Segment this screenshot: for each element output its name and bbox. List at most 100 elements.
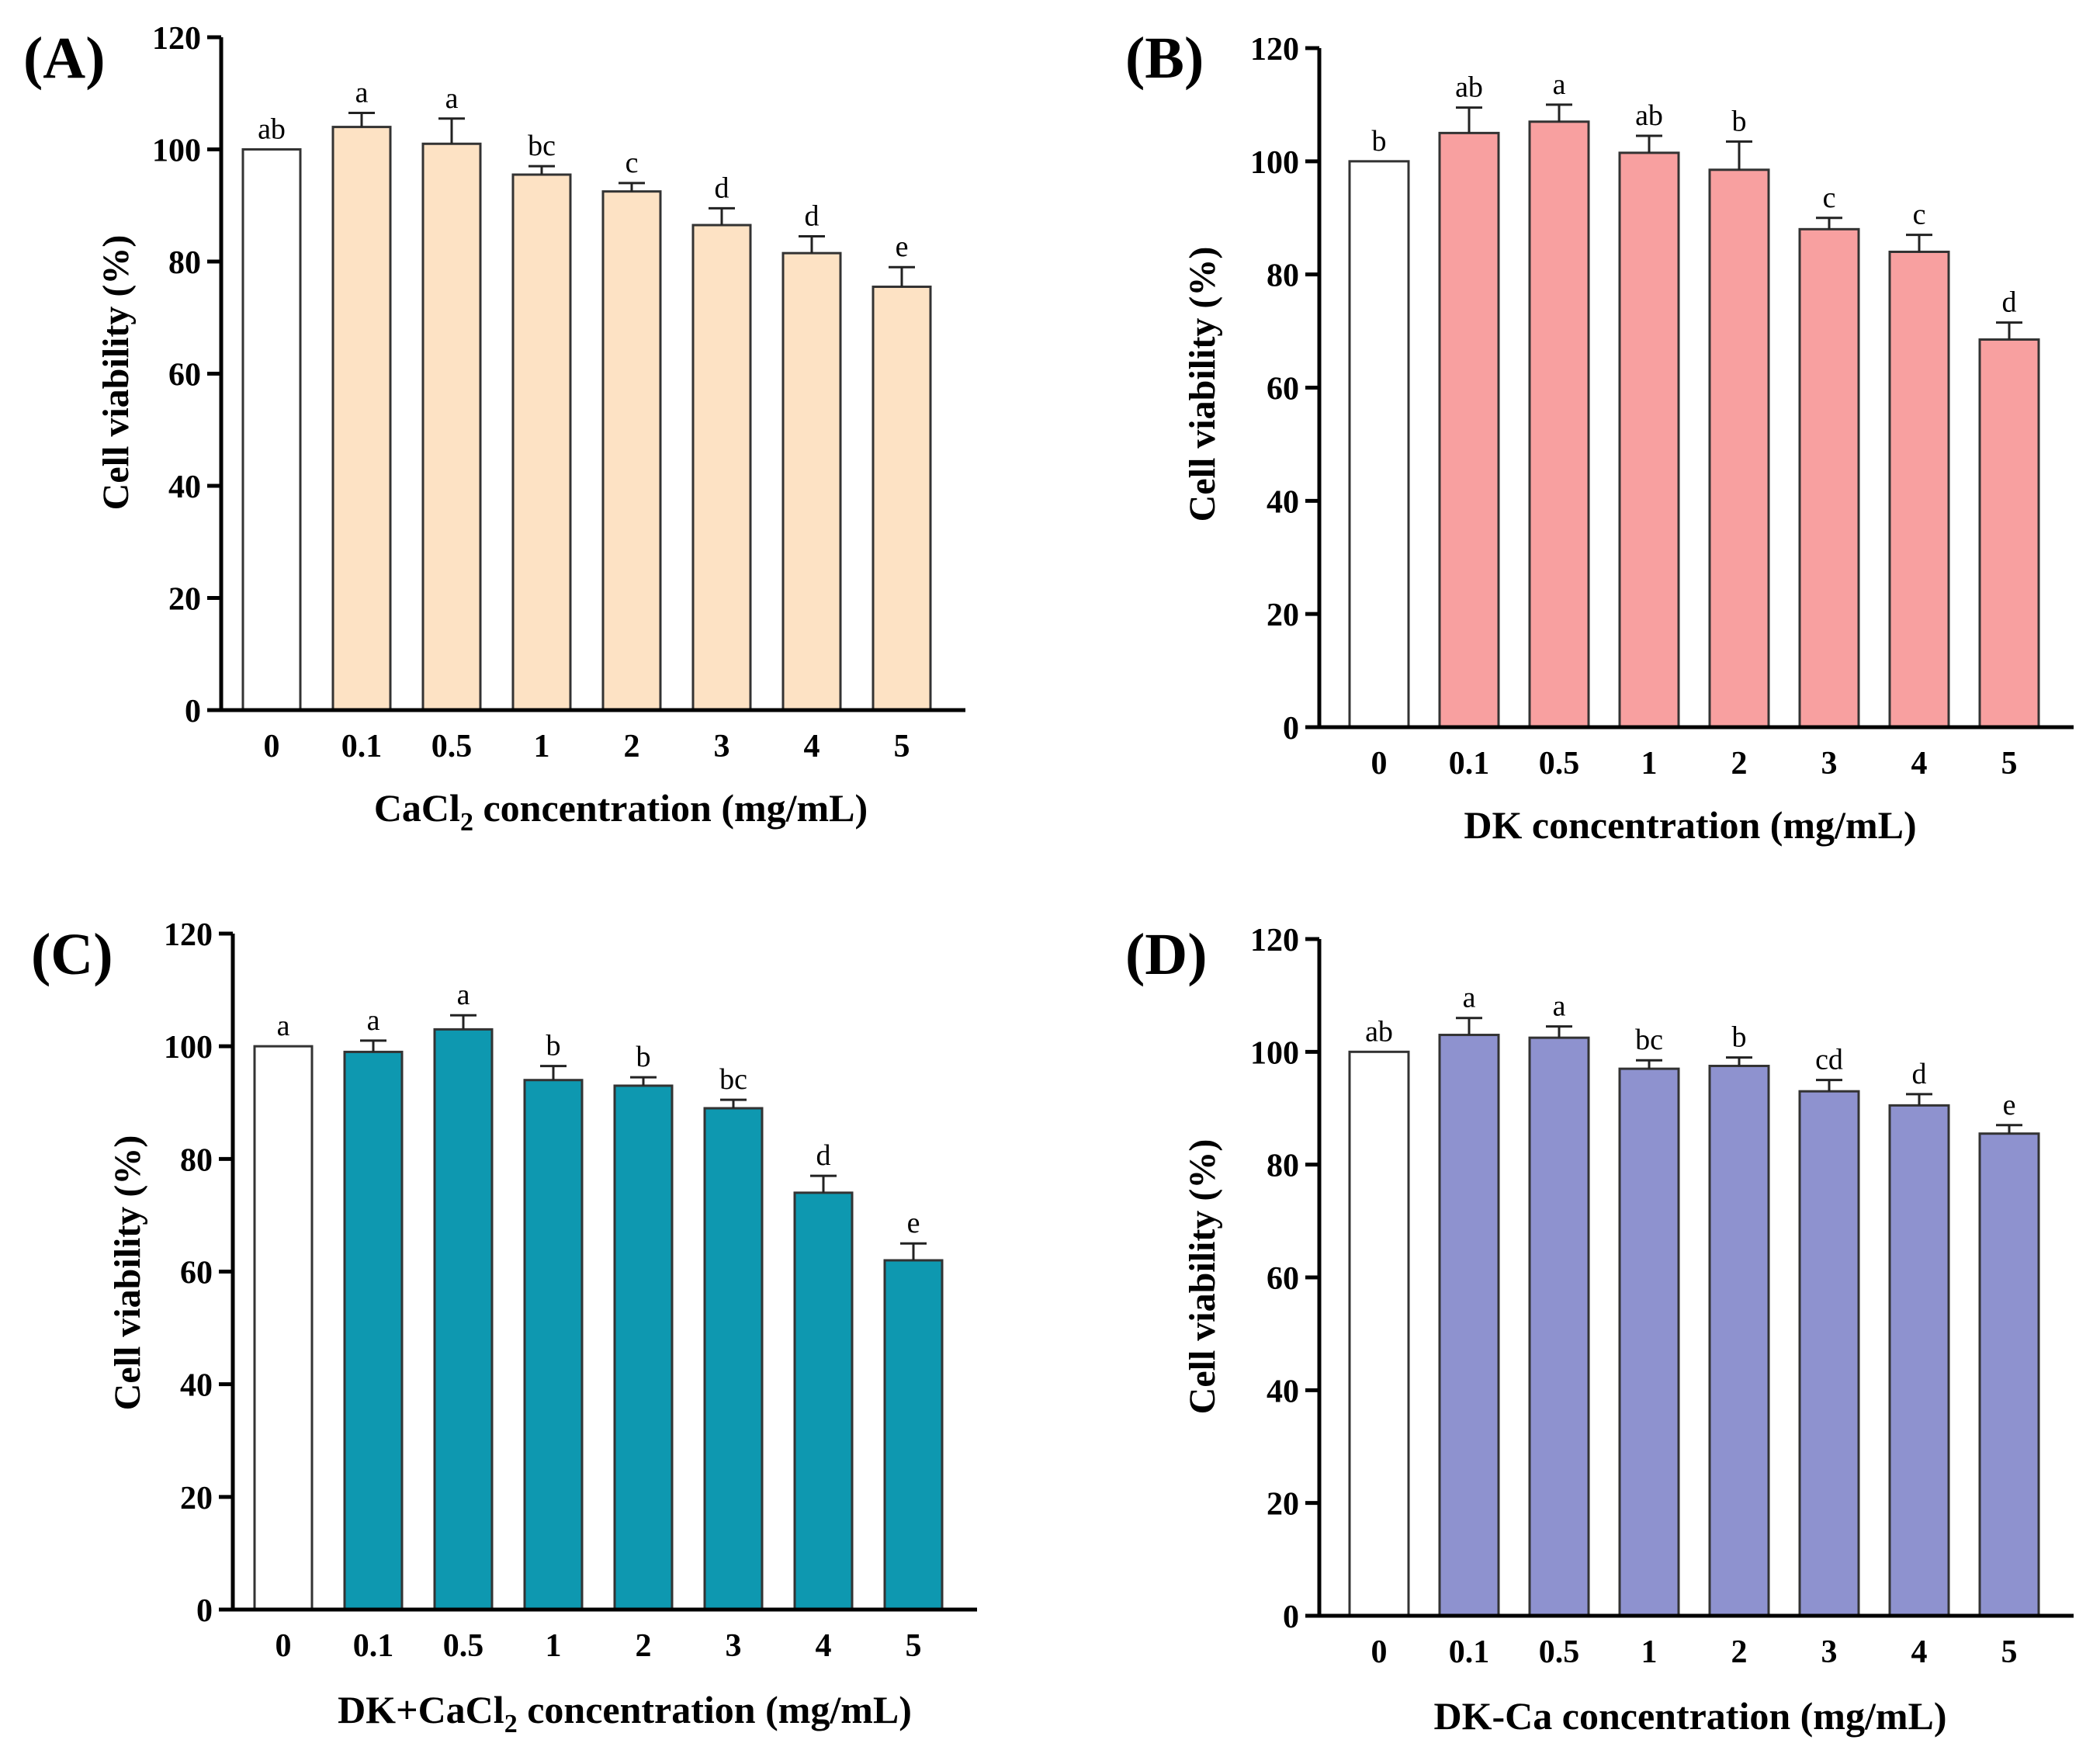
x-tick-label: 2	[1731, 1634, 1748, 1670]
chart-panel-3: (C) 0 20 40 60 80 100 120 a 0 a 0.1 a 0.5 b 1 b 2 bc 3 d 4 e 5 C…	[31, 917, 977, 1738]
significance-label: c	[1823, 182, 1836, 214]
y-tick-label: 120	[1250, 32, 1299, 68]
x-tick-label: 1	[546, 1628, 562, 1664]
y-axis-label: Cell viability (%)	[1182, 247, 1223, 522]
y-tick-label: 40	[168, 470, 201, 505]
y-tick-label: 120	[152, 21, 201, 57]
chart-panel-1: (A) 0 20 40 60 80 100 120 ab 0 a 0.1 a 0.5 bc 1 c 2 d 3 d 4 e 5…	[23, 21, 965, 837]
y-tick-label: 0	[1283, 1599, 1299, 1635]
bar	[523, 1079, 584, 1611]
y-tick-label: 60	[1267, 1261, 1299, 1297]
significance-label: bc	[719, 1063, 747, 1096]
significance-label: c	[625, 147, 639, 179]
bar	[883, 1259, 944, 1611]
x-tick-label: 5	[894, 729, 910, 764]
y-tick-label: 60	[180, 1256, 213, 1291]
x-tick-label: 0.1	[1449, 746, 1490, 781]
panel-letter: (B)	[1125, 26, 1204, 91]
y-tick-label: 60	[1267, 372, 1299, 407]
bar	[613, 1084, 674, 1611]
bar	[1708, 168, 1770, 729]
x-tick-label: 0.1	[353, 1628, 394, 1664]
x-tick-label: 0	[1371, 746, 1388, 781]
bar	[1528, 1036, 1590, 1617]
y-tick-label: 20	[1267, 1487, 1299, 1523]
y-axis-label: Cell viability (%)	[1182, 1139, 1223, 1415]
x-tick-label: 0.5	[1539, 1634, 1580, 1670]
bar	[1348, 1050, 1410, 1617]
bar	[331, 126, 392, 712]
significance-label: a	[277, 1010, 290, 1042]
bar	[1978, 1132, 2040, 1617]
x-tick-label: 0.5	[443, 1628, 484, 1664]
y-tick-label: 0	[196, 1593, 213, 1629]
significance-label: ab	[1635, 99, 1663, 132]
bar	[793, 1191, 854, 1611]
bar	[872, 286, 932, 712]
bar	[1528, 120, 1590, 729]
x-tick-label: 3	[1821, 746, 1838, 781]
x-tick-label: 4	[804, 729, 820, 764]
bar	[343, 1050, 404, 1611]
y-tick-label: 0	[1283, 711, 1299, 747]
chart-panel-4: (D) 0 20 40 60 80 100 120 ab 0 a 0.1 a 0.5 bc 1 b 2 cd 3 d 4 e…	[1125, 922, 2074, 1738]
x-tick-label: 0.1	[1449, 1634, 1490, 1670]
x-tick-label: 3	[1821, 1634, 1838, 1670]
y-axis-label: Cell viability (%)	[95, 235, 137, 511]
significance-label: d	[805, 199, 820, 232]
y-tick-label: 60	[168, 358, 201, 393]
x-tick-label: 4	[1911, 1634, 1928, 1670]
y-axis-label: Cell viability (%)	[107, 1135, 148, 1411]
significance-label: b	[1732, 1021, 1747, 1054]
significance-label: a	[445, 82, 459, 115]
y-tick-label: 100	[1250, 145, 1299, 181]
x-tick-label: 3	[714, 729, 730, 764]
bar	[691, 224, 752, 712]
y-tick-label: 120	[164, 917, 213, 953]
y-tick-label: 80	[1267, 1149, 1299, 1184]
y-tick-label: 20	[180, 1481, 213, 1516]
x-tick-label: 2	[636, 1628, 652, 1664]
x-axis-label: CaCl2 concentration (mg/mL)	[374, 786, 868, 837]
bar	[1348, 160, 1410, 729]
y-tick-label: 40	[180, 1368, 213, 1404]
x-tick-label: 0.1	[341, 729, 383, 764]
y-tick-label: 40	[1267, 1374, 1299, 1409]
x-tick-label: 1	[1641, 1634, 1658, 1670]
significance-label: a	[367, 1004, 380, 1037]
x-tick-label: 1	[534, 729, 550, 764]
bar	[1798, 227, 1860, 729]
significance-label: e	[896, 230, 909, 263]
x-axis-label: DK concentration (mg/mL)	[1464, 803, 1916, 847]
bar	[1798, 1090, 1860, 1617]
y-tick-label: 40	[1267, 484, 1299, 520]
x-tick-label: 3	[726, 1628, 742, 1664]
y-tick-label: 80	[1267, 258, 1299, 294]
significance-label: a	[1463, 982, 1476, 1014]
x-tick-label: 0	[1371, 1634, 1388, 1670]
y-tick-label: 0	[185, 694, 201, 730]
significance-label: d	[816, 1139, 831, 1172]
y-tick-label: 100	[1250, 1035, 1299, 1071]
significance-label: e	[2003, 1089, 2016, 1121]
x-tick-label: 5	[2001, 1634, 2018, 1670]
x-tick-label: 5	[2001, 746, 2018, 781]
significance-label: a	[1553, 68, 1566, 101]
significance-label: bc	[528, 130, 556, 162]
significance-label: c	[1913, 199, 1926, 231]
significance-label: d	[715, 172, 729, 204]
significance-label: d	[1912, 1058, 1927, 1090]
x-tick-label: 0.5	[431, 729, 473, 764]
y-tick-label: 100	[164, 1030, 213, 1066]
x-tick-label: 4	[816, 1628, 832, 1664]
bar	[241, 148, 302, 712]
bar	[421, 142, 482, 712]
bar	[1438, 1034, 1500, 1617]
x-tick-label: 0	[264, 729, 280, 764]
bar	[601, 190, 662, 712]
bar	[781, 251, 842, 712]
significance-label: cd	[1815, 1044, 1843, 1076]
bar	[1888, 251, 1950, 729]
x-tick-label: 0	[275, 1628, 292, 1664]
significance-label: bc	[1635, 1024, 1663, 1056]
